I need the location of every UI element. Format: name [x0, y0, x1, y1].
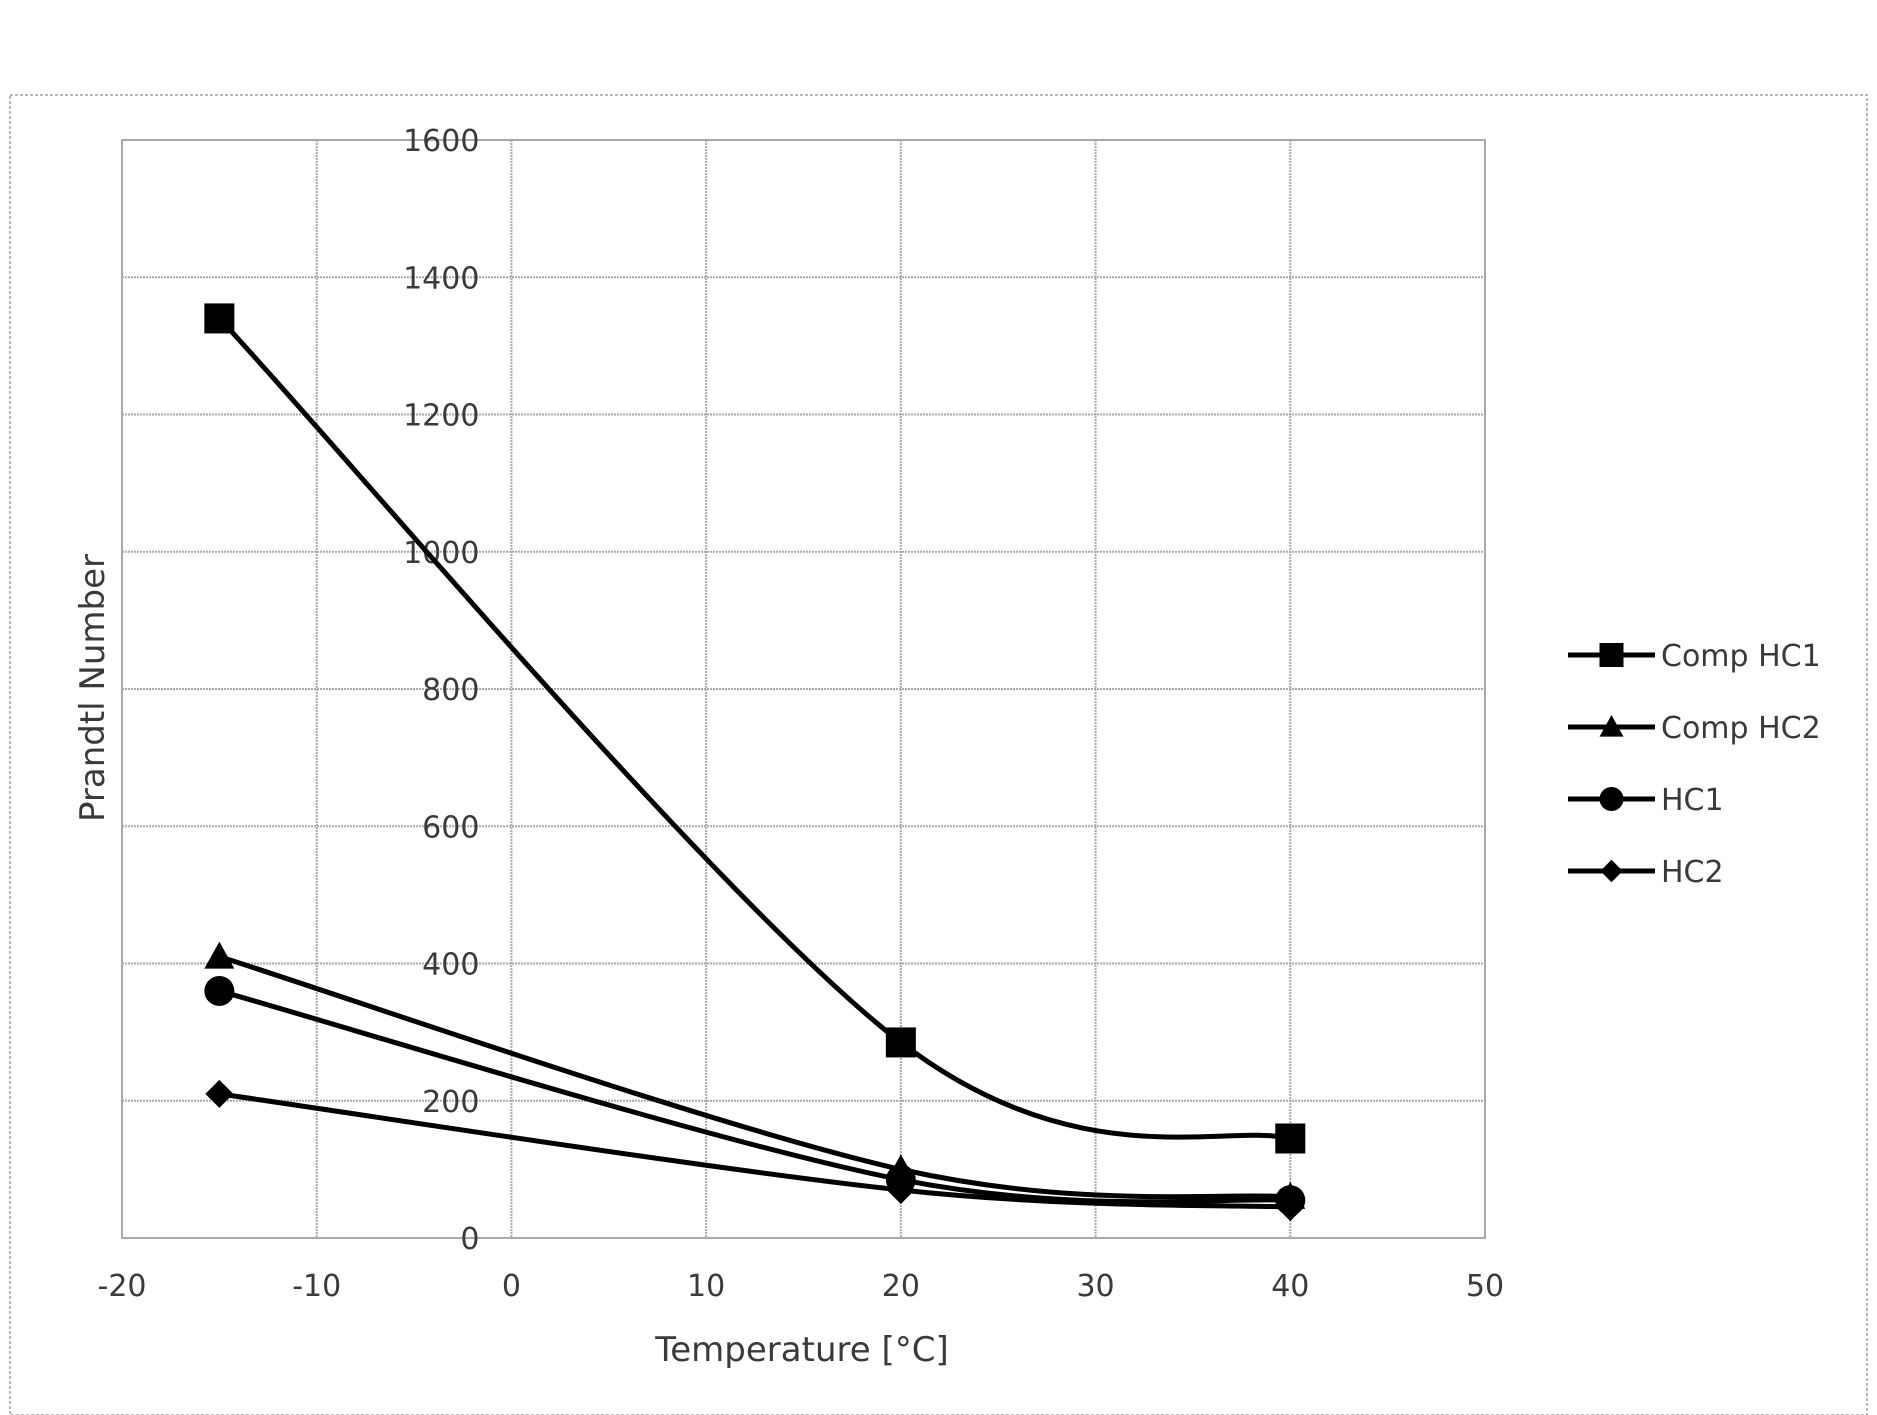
data-point-hc2 [886, 1175, 915, 1204]
y-tick-label: 800 [422, 673, 479, 708]
series-markers [204, 303, 1306, 1222]
legend-label-hc2: HC2 [1661, 855, 1724, 890]
legend-marker-comp-hc2 [1599, 715, 1624, 737]
x-tick-label: 30 [1076, 1269, 1114, 1304]
series-line-hc1 [218, 988, 1291, 1205]
tick-labels: -20 -10 0 10 20 30 40 5002004006008001000120014… [98, 124, 1505, 1304]
y-tick-label: 1400 [403, 261, 479, 296]
series-line-comp-hc1 [217, 316, 1291, 1141]
y-tick-label: 1200 [403, 399, 479, 434]
grid [121, 139, 1486, 1239]
data-point-comp-hc1 [1275, 1123, 1306, 1154]
legend-marker-comp-hc1 [1599, 643, 1624, 667]
data-point-comp-hc2 [204, 941, 235, 969]
x-tick-label: 20 [882, 1269, 920, 1304]
legend: Comp HC1 Comp HC2 HC1 HC2 [1568, 639, 1821, 890]
y-tick-label: 400 [422, 948, 479, 983]
data-point-comp-hc1 [204, 303, 235, 334]
x-axis-title: Temperature [°C] [654, 1330, 948, 1370]
y-tick-label: 1600 [403, 124, 479, 159]
x-tick-label: 40 [1271, 1269, 1309, 1304]
legend-label-comp-hc1: Comp HC1 [1661, 639, 1821, 674]
x-tick-label: -20 [98, 1269, 147, 1304]
legend-label-comp-hc2: Comp HC2 [1661, 711, 1821, 746]
series-line-comp-hc2 [218, 954, 1291, 1200]
x-tick-label: -10 [292, 1269, 341, 1304]
data-point-hc1 [204, 975, 235, 1006]
x-tick-label: 50 [1466, 1269, 1504, 1304]
data-point-hc2 [1276, 1193, 1305, 1222]
y-axis-title: Prandtl Number [73, 554, 113, 822]
data-point-comp-hc1 [885, 1027, 916, 1058]
legend-marker-hc2 [1600, 859, 1623, 883]
data-point-hc2 [205, 1079, 234, 1108]
series-line-hc2 [219, 1091, 1291, 1210]
plot-area-border [121, 139, 1486, 1239]
series-lines [217, 316, 1291, 1210]
y-tick-label: 600 [422, 810, 479, 845]
y-tick-label: 0 [460, 1222, 479, 1257]
legend-label-hc1: HC1 [1661, 783, 1724, 818]
legend-marker-hc1 [1599, 787, 1624, 811]
y-tick-label: 200 [422, 1085, 479, 1120]
x-tick-label: 0 [502, 1269, 521, 1304]
x-tick-label: 10 [687, 1269, 725, 1304]
chart-frame [9, 94, 1868, 1415]
